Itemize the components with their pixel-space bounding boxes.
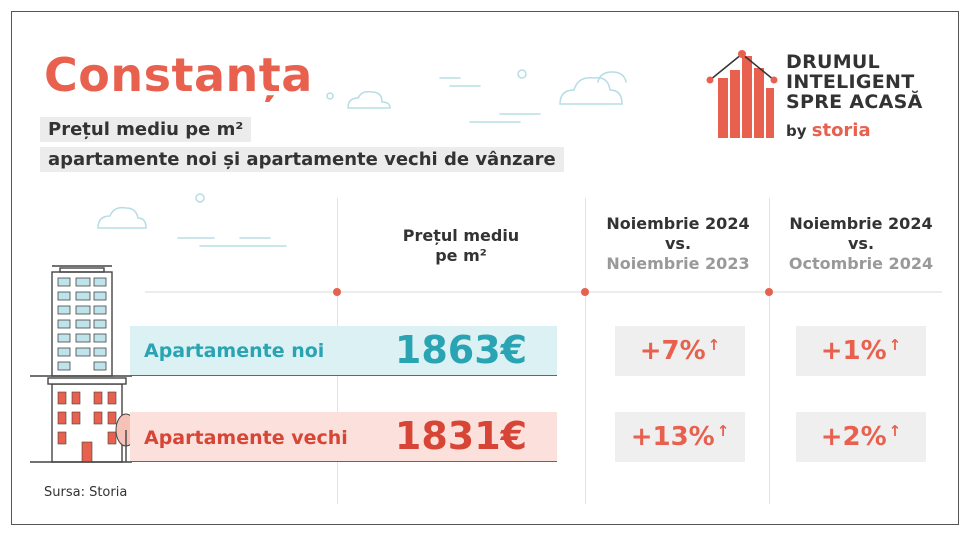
brand-line2: INTELIGENT [786, 71, 915, 93]
up-arrow-icon: ↑ [888, 422, 902, 440]
divider-dot [333, 288, 341, 296]
yoy-header-line2: vs. [664, 234, 692, 253]
mom-header-line3: Octombrie 2024 [788, 254, 934, 273]
yoy-header-line3: Noiembrie 2023 [606, 254, 750, 273]
price-value-noi: 1863€ [394, 328, 528, 372]
subtitle-line1: Prețul mediu pe m² [40, 117, 252, 142]
up-arrow-icon: ↑ [707, 336, 721, 354]
tower-building-icon [30, 265, 132, 377]
subtitle-line2: apartamente noi și apartamente vechi de … [40, 147, 564, 172]
header-divider [145, 291, 942, 293]
brand-line3: SPRE ACASĂ [786, 91, 923, 113]
city-title: Constanța [44, 48, 313, 102]
yoy-change-vechi: +13% ↑ [615, 412, 745, 462]
price-header-line2: pe m² [435, 246, 487, 265]
column-header-price: Prețul mediu pe m² [372, 226, 550, 266]
yoy-value-vechi: +13% [630, 422, 715, 452]
yoy-change-noi: +7% ↑ [615, 326, 745, 376]
mom-header-line1: Noiembrie 2024 [789, 214, 933, 233]
brand-line1: DRUMUL [786, 51, 881, 73]
mom-header-line2: vs. [847, 234, 875, 253]
divider-dot [581, 288, 589, 296]
column-divider [769, 198, 770, 504]
row-label-vechi: Apartamente vechi [144, 427, 348, 449]
column-header-yoy: Noiembrie 2024 vs. Noiembrie 2023 [590, 214, 766, 274]
bar-house-logo-icon [706, 50, 778, 138]
source-note: Sursa: Storia [44, 485, 128, 500]
mom-value-vechi: +2% [820, 422, 887, 452]
column-header-mom: Noiembrie 2024 vs. Octombrie 2024 [772, 214, 950, 274]
up-arrow-icon: ↑ [888, 336, 902, 354]
up-arrow-icon: ↑ [716, 422, 730, 440]
price-value-vechi: 1831€ [394, 414, 528, 458]
price-header-line1: Prețul mediu [402, 226, 520, 245]
row-label-noi: Apartamente noi [144, 340, 325, 362]
yoy-header-line1: Noiembrie 2024 [606, 214, 750, 233]
mom-change-noi: +1% ↑ [796, 326, 926, 376]
mom-change-vechi: +2% ↑ [796, 412, 926, 462]
divider-dot [765, 288, 773, 296]
column-divider [585, 198, 586, 504]
yoy-value-noi: +7% [639, 336, 706, 366]
brand-by: by [786, 122, 807, 140]
row-band-noi [130, 326, 557, 376]
brand-wordmark: DRUMUL INTELIGENT SPRE ACASĂ [786, 52, 923, 112]
row-band-vechi [130, 412, 557, 462]
infographic-frame [11, 11, 959, 525]
mom-value-noi: +1% [820, 336, 887, 366]
brand-name: storia [811, 120, 871, 141]
brand-byline: by storia [786, 120, 871, 141]
old-building-icon [30, 377, 132, 463]
